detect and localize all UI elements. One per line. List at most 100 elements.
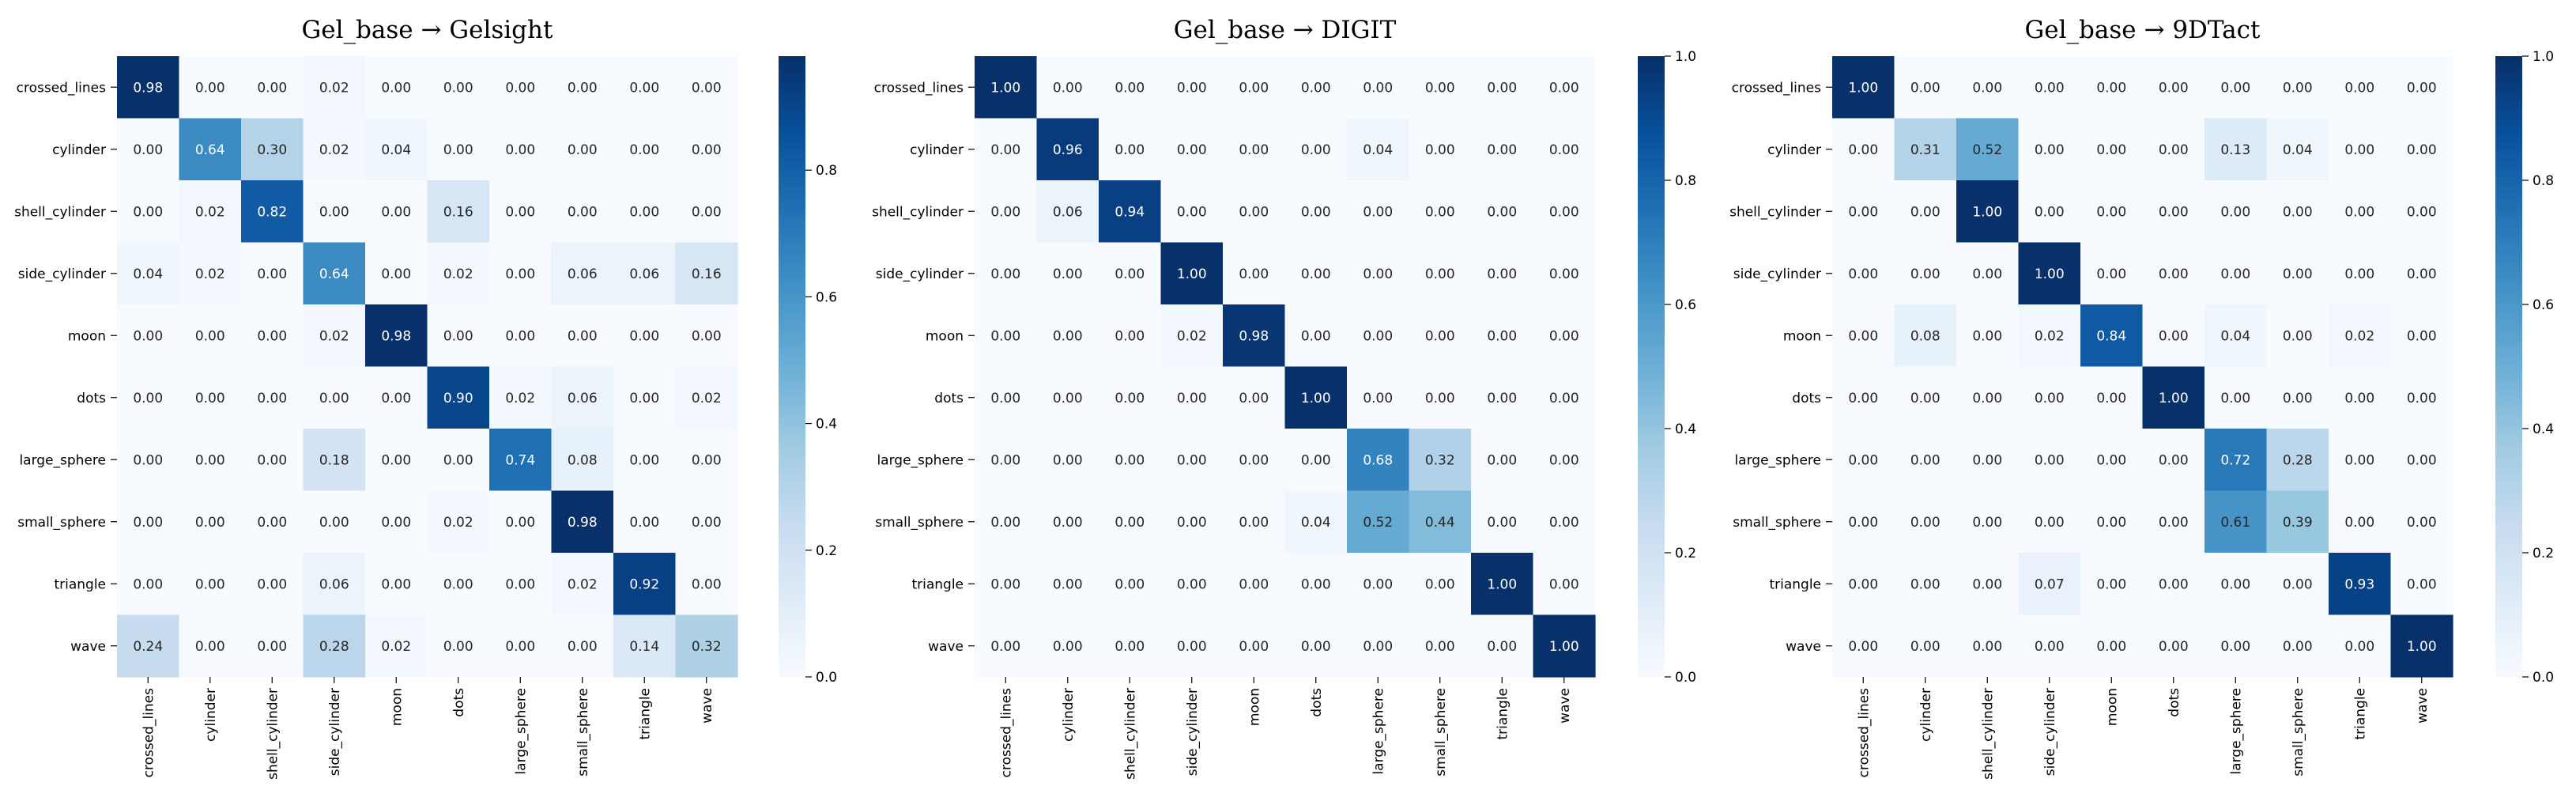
- heatmap-cell: [241, 614, 304, 678]
- heatmap-cell: [1284, 614, 1348, 678]
- cell-value-label: 0.00: [2344, 515, 2374, 531]
- heatmap-cell: [551, 304, 614, 368]
- heatmap-cell: [1409, 553, 1472, 616]
- colorbar-tick-label: 1.0: [2533, 49, 2554, 65]
- cell-value-label: 0.00: [2035, 515, 2065, 531]
- heatmap-cell: [1894, 304, 1957, 368]
- cell-value-label: 0.00: [629, 80, 659, 96]
- cell-value-label: 0.00: [133, 515, 163, 531]
- x-tick-label: crossed_lines: [141, 688, 157, 778]
- cell-value-label: 0.00: [1301, 266, 1331, 282]
- cell-value-label: 0.00: [1487, 142, 1517, 158]
- cell-value-label: 0.90: [443, 391, 473, 406]
- heatmap-cell: [2390, 304, 2453, 368]
- heatmap-cell: [1894, 242, 1957, 305]
- heatmap-cell: [1099, 614, 1162, 678]
- cell-value-label: 0.00: [381, 391, 411, 406]
- cell-value-label: 0.00: [990, 576, 1020, 592]
- cell-value-label: 0.00: [2407, 142, 2437, 158]
- heatmap-cell: [675, 242, 738, 305]
- cell-value-label: 0.72: [2220, 452, 2250, 468]
- heatmap-cell: [1160, 242, 1224, 305]
- cell-value-label: 0.00: [2220, 639, 2250, 655]
- x-tick-label: small_sphere: [1433, 688, 1449, 777]
- heatmap-cell: [1832, 304, 1895, 368]
- heatmap-cell: [2390, 56, 2453, 119]
- x-tick-label: large_sphere: [513, 688, 529, 775]
- x-tick-label: side_cylinder: [1185, 688, 1201, 776]
- heatmap-cell: [613, 56, 677, 119]
- cell-value-label: 0.00: [133, 452, 163, 468]
- cell-value-label: 0.00: [1425, 639, 1455, 655]
- cell-value-label: 0.00: [1053, 266, 1083, 282]
- cell-value-label: 0.00: [1363, 80, 1393, 96]
- heatmap-cell: [2018, 242, 2081, 305]
- cell-value-label: 0.00: [1239, 391, 1269, 406]
- heatmap-cell: [1409, 242, 1472, 305]
- heatmap-cell: [2204, 490, 2268, 554]
- cell-value-label: 0.00: [990, 391, 1020, 406]
- heatmap-cell: [1036, 180, 1099, 244]
- cell-value-label: 0.00: [1910, 204, 1940, 220]
- heatmap-cell: [1036, 553, 1099, 616]
- cell-value-label: 0.00: [133, 328, 163, 344]
- heatmap-cell: [975, 118, 1038, 181]
- heatmap-cell: [1347, 118, 1410, 181]
- heatmap-cell: [117, 56, 180, 119]
- heatmap-cell: [1894, 614, 1957, 678]
- heatmap-cell: [2018, 304, 2081, 368]
- cell-value-label: 0.02: [195, 266, 225, 282]
- heatmap-cell: [1099, 490, 1162, 554]
- cell-value-label: 0.06: [319, 576, 349, 592]
- cell-value-label: 0.00: [443, 639, 473, 655]
- heatmap-cell: [1099, 56, 1162, 119]
- heatmap-cell: [427, 614, 490, 678]
- cell-value-label: 0.00: [1487, 639, 1517, 655]
- cell-value-label: 0.02: [2344, 328, 2374, 344]
- cell-value-label: 0.00: [2283, 204, 2313, 220]
- heatmap-cell: [241, 180, 304, 244]
- heatmap-cell: [179, 614, 242, 678]
- cell-value-label: 1.00: [1549, 639, 1579, 655]
- cell-value-label: 0.98: [381, 328, 411, 344]
- cell-value-label: 0.00: [1115, 328, 1145, 344]
- heatmap-cell: [2142, 366, 2205, 429]
- cell-value-label: 0.00: [1363, 266, 1393, 282]
- heatmap-cell: [241, 118, 304, 181]
- cell-value-label: 0.00: [1972, 328, 2002, 344]
- cell-value-label: 0.00: [990, 328, 1020, 344]
- cell-value-label: 1.00: [1301, 391, 1331, 406]
- x-tick-label: moon: [389, 688, 405, 726]
- heatmap-cell: [2142, 242, 2205, 305]
- cell-value-label: 0.00: [505, 204, 535, 220]
- x-tick-label: large_sphere: [2228, 688, 2244, 775]
- heatmap-cell: [2266, 180, 2329, 244]
- heatmap-cell: [303, 242, 366, 305]
- cell-value-label: 0.00: [2096, 452, 2126, 468]
- heatmap-cell: [1956, 366, 2020, 429]
- cell-value-label: 0.00: [1487, 391, 1517, 406]
- heatmap-cell: [365, 304, 428, 368]
- x-tick-label: large_sphere: [1371, 688, 1386, 775]
- heatmap-cell: [179, 242, 242, 305]
- heatmap-cell: [2266, 56, 2329, 119]
- heatmap-cell: [427, 366, 490, 429]
- cell-value-label: 0.00: [990, 266, 1020, 282]
- colorbar-tick-label: 0.2: [1675, 546, 1696, 561]
- cell-value-label: 0.00: [505, 576, 535, 592]
- heatmap-cell: [675, 180, 738, 244]
- cell-value-label: 0.00: [692, 328, 722, 344]
- y-tick-label: moon: [926, 328, 964, 344]
- cell-value-label: 0.28: [319, 639, 349, 655]
- cell-value-label: 0.00: [1301, 80, 1331, 96]
- heatmap-cell: [427, 242, 490, 305]
- cell-value-label: 0.08: [1910, 328, 1940, 344]
- x-tick-label: crossed_lines: [1856, 688, 1872, 778]
- cell-value-label: 0.00: [381, 80, 411, 96]
- cell-value-label: 0.00: [1177, 639, 1207, 655]
- heatmap-cell: [1347, 553, 1410, 616]
- cell-value-label: 0.00: [2220, 80, 2250, 96]
- heatmap-cell: [1409, 614, 1472, 678]
- cell-value-label: 0.00: [1910, 576, 1940, 592]
- heatmap-cell: [1284, 242, 1348, 305]
